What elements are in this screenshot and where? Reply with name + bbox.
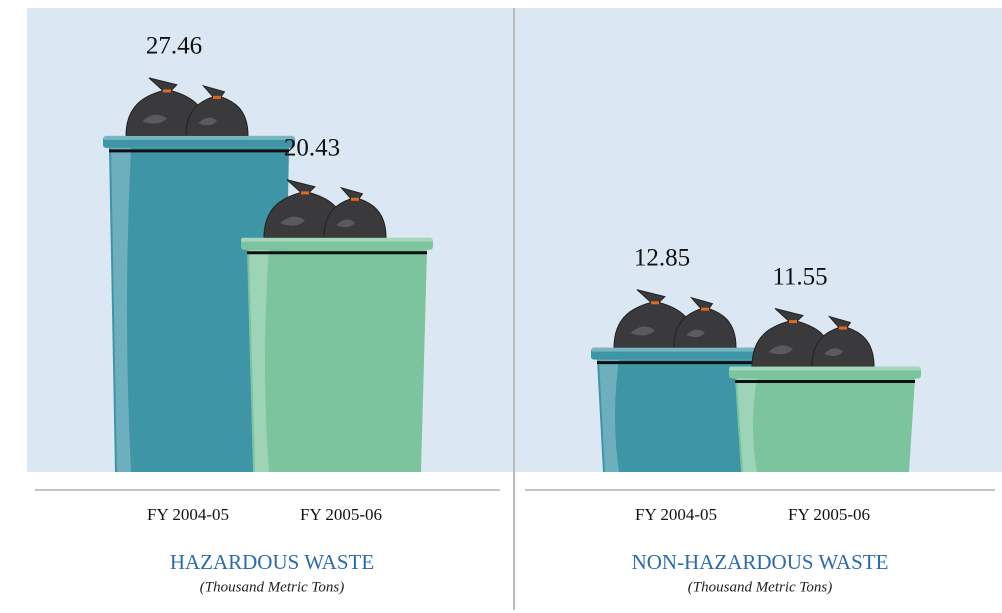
x-tick-label: FY 2005-06: [300, 505, 382, 524]
chart-title: HAZARDOUS WASTE: [170, 550, 374, 574]
bag-tie: [701, 308, 709, 311]
bin-lip-shine: [729, 367, 921, 371]
bin-lip-shine: [241, 238, 433, 242]
bag-tie: [351, 198, 359, 201]
x-tick-label: FY 2004-05: [147, 505, 229, 524]
value-label: 20.43: [284, 134, 340, 161]
bag-tie: [651, 301, 659, 304]
bin-lip-shine: [103, 136, 295, 140]
chart-title: NON-HAZARDOUS WASTE: [632, 550, 889, 574]
bag-tie: [163, 89, 171, 92]
x-tick-label: FY 2005-06: [788, 505, 870, 524]
bin: [735, 379, 915, 472]
value-label: 27.46: [146, 33, 202, 60]
bag-tie: [301, 191, 309, 194]
chart-subtitle: (Thousand Metric Tons): [688, 579, 832, 595]
bag-tie: [839, 327, 847, 330]
chart: 27.46 20.43 FY 2004-05 FY 2005-06 HAZARDOUS …: [0, 0, 1002, 613]
value-label: 11.55: [772, 263, 827, 290]
chart-subtitle: (Thousand Metric Tons): [200, 579, 344, 595]
value-label: 12.85: [634, 244, 690, 271]
bag-tie: [789, 320, 797, 323]
x-tick-label: FY 2004-05: [635, 505, 717, 524]
bin: [247, 250, 427, 472]
bag-tie: [213, 96, 221, 99]
